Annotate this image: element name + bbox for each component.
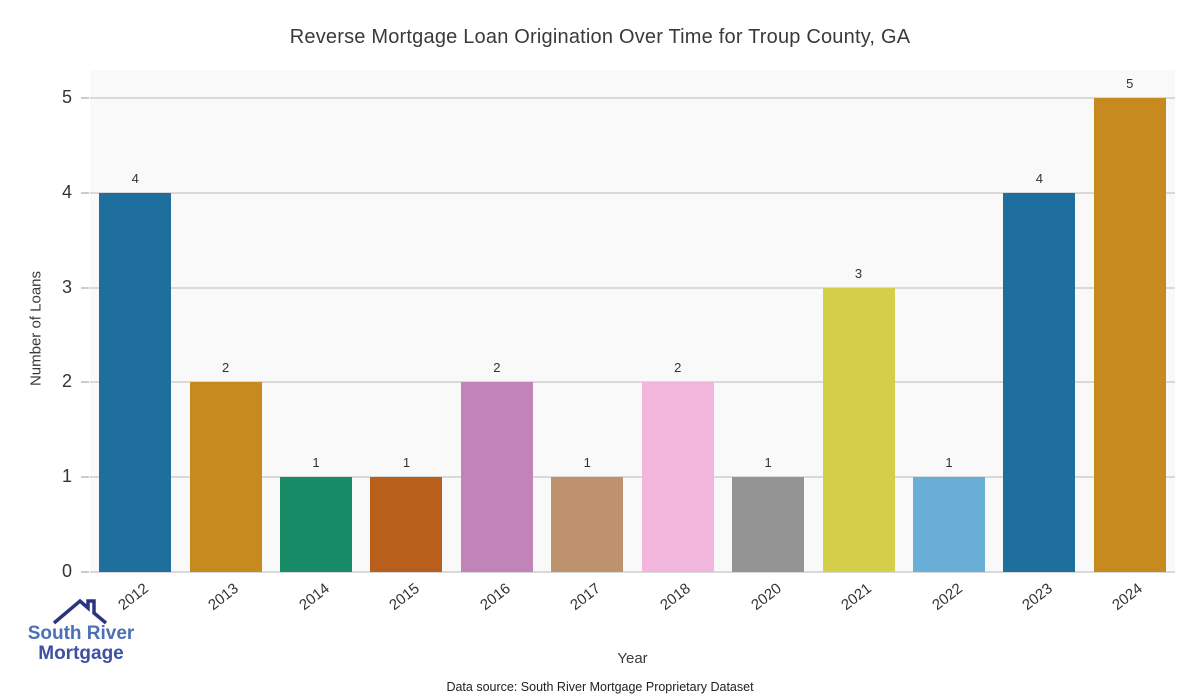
bar-2024	[1093, 98, 1166, 572]
plot-area: 4 2 1 1 2 1 2 1 3 1 4 5	[90, 70, 1175, 573]
bar-value-label: 1	[583, 455, 591, 471]
bar-2022	[912, 477, 985, 572]
x-axis-title: Year	[617, 650, 648, 667]
bar-value-label: 2	[493, 360, 501, 376]
gridline	[90, 191, 1175, 194]
bar-2021	[822, 287, 895, 572]
bar-2014	[280, 477, 353, 572]
gridline	[90, 571, 1175, 573]
y-tick-mark	[81, 191, 89, 194]
y-tick-mark	[81, 381, 89, 384]
bar-2017	[551, 477, 624, 572]
y-tick-label: 3	[61, 276, 72, 297]
gridline	[90, 381, 1175, 384]
bar-value-label: 1	[312, 455, 320, 471]
bar-value-label: 3	[854, 265, 863, 281]
gridline	[90, 286, 1175, 289]
bar-value-label: 4	[131, 170, 139, 186]
y-tick-label: 0	[61, 561, 72, 581]
logo-text-line2: Mortgage	[38, 642, 124, 664]
bar-value-label: 5	[1126, 76, 1134, 91]
bar-2015	[370, 477, 443, 572]
bar-value-label: 1	[764, 455, 772, 471]
bar-2018	[641, 382, 714, 572]
bar-2016	[460, 382, 533, 572]
y-tick-label: 1	[61, 466, 72, 487]
chart-title: Reverse Mortgage Loan Origination Over T…	[289, 26, 911, 48]
bar-2013	[189, 382, 262, 572]
y-tick-label: 4	[61, 181, 72, 202]
y-tick-mark	[81, 476, 89, 479]
bar-value-label: 2	[674, 360, 682, 376]
bar-2023	[1003, 192, 1076, 572]
bar-value-label: 1	[402, 455, 411, 471]
gridline	[90, 97, 1175, 99]
bar-2012	[99, 192, 172, 572]
house-roof-icon	[52, 598, 108, 625]
bar-value-label: 2	[222, 360, 230, 376]
south-river-mortgage-logo: South River Mortgage	[16, 596, 146, 664]
gridline	[90, 476, 1175, 479]
bar-2020	[732, 477, 805, 572]
y-tick-mark	[81, 571, 89, 573]
logo-text-line1: South River	[27, 623, 135, 644]
y-tick-label: 2	[61, 371, 72, 392]
data-source-note: Data source: South River Mortgage Propri…	[446, 680, 754, 694]
y-tick-label: 5	[61, 87, 72, 107]
y-tick-mark	[81, 286, 89, 289]
y-tick-mark	[81, 97, 89, 99]
bar-value-label: 1	[945, 455, 953, 471]
bar-value-label: 4	[1035, 170, 1043, 186]
